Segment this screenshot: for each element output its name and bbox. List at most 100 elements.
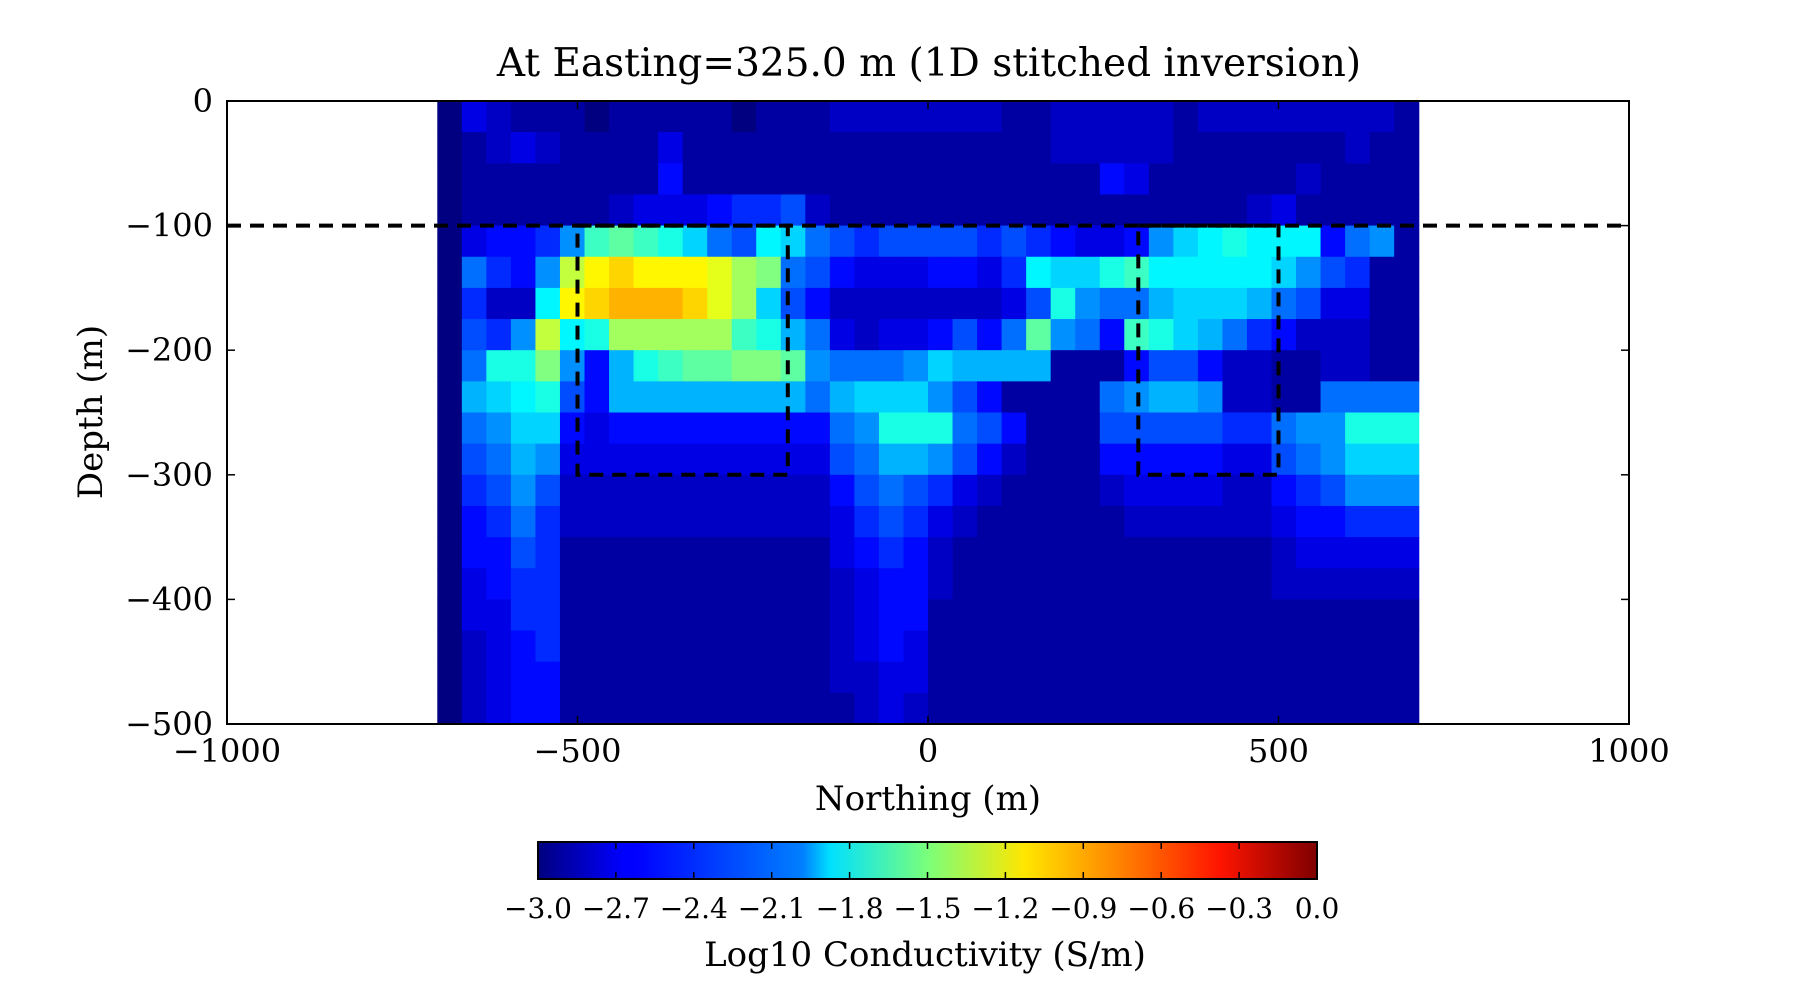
- colorbar-label: Log10 Conductivity (S/m): [704, 935, 1146, 975]
- heatmap-cell: [1394, 474, 1420, 507]
- heatmap-cell: [1026, 163, 1052, 196]
- heatmap-cell: [461, 132, 487, 164]
- heatmap-cell: [486, 163, 512, 196]
- heatmap-cell: [731, 287, 757, 320]
- heatmap-cell: [1099, 225, 1125, 258]
- heatmap-cell: [633, 630, 659, 663]
- heatmap-cell: [928, 163, 954, 196]
- heatmap-cell: [609, 225, 635, 258]
- heatmap-cell: [829, 256, 855, 289]
- heatmap-cell: [535, 443, 561, 476]
- heatmap-cell: [1394, 194, 1420, 227]
- heatmap-cell: [731, 505, 757, 538]
- heatmap-cell: [878, 163, 905, 196]
- heatmap-cell: [1173, 225, 1199, 258]
- heatmap-cell: [559, 256, 586, 289]
- heatmap-cell: [584, 692, 610, 725]
- heatmap-cell: [854, 599, 880, 632]
- heatmap-cell: [682, 692, 708, 725]
- heatmap-cell: [609, 163, 635, 196]
- heatmap-cell: [1345, 443, 1371, 476]
- heatmap-cell: [756, 132, 782, 164]
- heatmap-cell: [1345, 412, 1371, 445]
- heatmap-cell: [903, 537, 929, 569]
- heatmap-cell: [928, 256, 954, 289]
- heatmap-cell: [952, 194, 978, 227]
- heatmap-cell: [584, 350, 610, 382]
- heatmap-cell: [780, 163, 806, 196]
- heatmap-cell: [535, 225, 561, 258]
- heatmap-cell: [1296, 537, 1322, 569]
- heatmap-cell: [707, 474, 733, 507]
- heatmap-cell: [805, 630, 831, 663]
- heatmap-cell: [461, 443, 487, 476]
- heatmap-cell: [1345, 692, 1371, 725]
- heatmap-cell: [658, 225, 684, 258]
- heatmap-cell: [903, 194, 929, 227]
- heatmap-cell: [1271, 101, 1297, 133]
- heatmap-cell: [1026, 350, 1052, 382]
- heatmap-cell: [682, 381, 708, 414]
- heatmap-cell: [1124, 132, 1150, 164]
- heatmap-cell: [903, 443, 929, 476]
- heatmap-cell: [1099, 163, 1125, 196]
- heatmap-cell: [510, 661, 537, 694]
- heatmap-cell: [805, 350, 831, 382]
- heatmap-cell: [1001, 350, 1027, 382]
- heatmap-cell: [1099, 443, 1125, 476]
- heatmap-cell: [903, 692, 929, 725]
- heatmap-cell: [1246, 287, 1273, 320]
- colorbar-tick-label: −2.7: [582, 892, 650, 925]
- heatmap-cell: [1173, 443, 1199, 476]
- heatmap-cell: [1246, 256, 1273, 289]
- heatmap-cell: [559, 194, 586, 227]
- heatmap-cell: [658, 568, 684, 600]
- heatmap-cell: [510, 630, 537, 663]
- heatmap-cell: [1345, 474, 1371, 507]
- heatmap-cell: [1296, 661, 1322, 694]
- heatmap-cell: [461, 287, 487, 320]
- heatmap-cell: [658, 256, 684, 289]
- heatmap-cell: [1124, 505, 1150, 538]
- heatmap-cell: [1001, 194, 1027, 227]
- x-tick-label: 0: [918, 732, 938, 770]
- heatmap-cell: [829, 225, 855, 258]
- block-outline: [1136, 223, 1281, 477]
- heatmap-cell: [535, 256, 561, 289]
- heatmap-cell: [1075, 599, 1101, 632]
- heatmap-cell: [1026, 630, 1052, 663]
- heatmap-cell: [682, 101, 708, 133]
- heatmap-cell: [1050, 474, 1076, 507]
- heatmap-cell: [1148, 692, 1174, 725]
- heatmap-cell: [1075, 350, 1101, 382]
- heatmap-cell: [658, 319, 684, 351]
- heatmap-cell: [535, 568, 561, 600]
- heatmap-cell: [486, 350, 512, 382]
- heatmap-cell: [878, 256, 905, 289]
- heatmap-cell: [928, 132, 954, 164]
- heatmap-cell: [510, 350, 537, 382]
- heatmap-cell: [952, 474, 978, 507]
- heatmap-cell: [486, 412, 512, 445]
- heatmap-cell: [829, 443, 855, 476]
- heatmap-cell: [1075, 101, 1101, 133]
- heatmap-cell: [1320, 505, 1346, 538]
- heatmap-cell: [1075, 412, 1101, 445]
- heatmap-cell: [731, 381, 757, 414]
- heatmap-cell: [805, 194, 831, 227]
- heatmap-cell: [437, 412, 463, 445]
- heatmap-cell: [682, 412, 708, 445]
- heatmap-cell: [1394, 163, 1420, 196]
- heatmap-cell: [633, 692, 659, 725]
- heatmap-cell: [682, 163, 708, 196]
- heatmap-cell: [1173, 474, 1199, 507]
- heatmap-cell: [731, 101, 757, 133]
- colorbar-tick-label: −2.1: [738, 892, 806, 925]
- heatmap-cell: [731, 630, 757, 663]
- heatmap-cell: [1050, 163, 1076, 196]
- heatmap-cell: [633, 350, 659, 382]
- heatmap-cell: [535, 412, 561, 445]
- heatmap-cell: [878, 350, 905, 382]
- heatmap-cell: [1246, 537, 1273, 569]
- heatmap-cell: [559, 350, 586, 382]
